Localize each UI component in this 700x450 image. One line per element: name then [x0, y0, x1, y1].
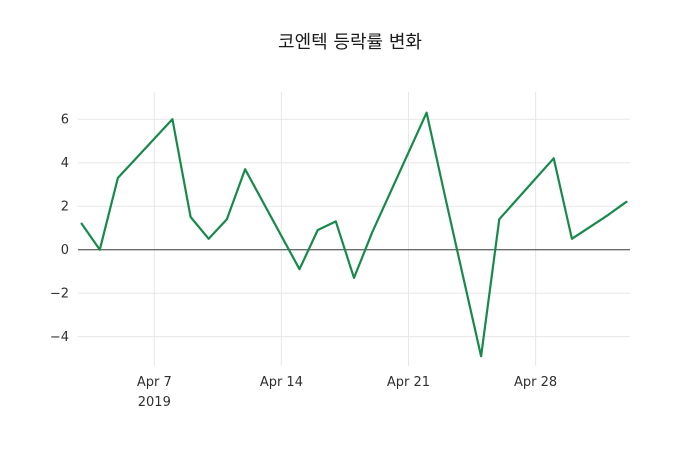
series-line: [80, 111, 628, 358]
y-axis-tick-label: 2: [61, 200, 69, 215]
x-axis-tick-label: Apr 14: [260, 375, 303, 390]
y-axis: −4 −2 0 2 4 6: [50, 113, 69, 345]
x-axis-tick-sublabel: 2019: [138, 395, 171, 410]
chart-title: 코엔텍 등락률 변화: [278, 32, 422, 53]
y-axis-tick-label: 0: [61, 243, 69, 258]
y-axis-tick-label: 4: [61, 156, 69, 171]
series-layer: [80, 111, 628, 358]
x-axis-tick-label: Apr 28: [514, 375, 557, 390]
y-axis-tick-label: 6: [61, 113, 69, 128]
x-axis-tick-label: Apr 7: [137, 375, 172, 390]
y-axis-tick-label: −4: [50, 330, 69, 345]
y-axis-tick-label: −2: [50, 287, 69, 302]
x-axis: Apr 7 2019 Apr 14 Apr 21 Apr 28: [137, 375, 557, 410]
x-axis-tick-label: Apr 21: [387, 375, 430, 390]
